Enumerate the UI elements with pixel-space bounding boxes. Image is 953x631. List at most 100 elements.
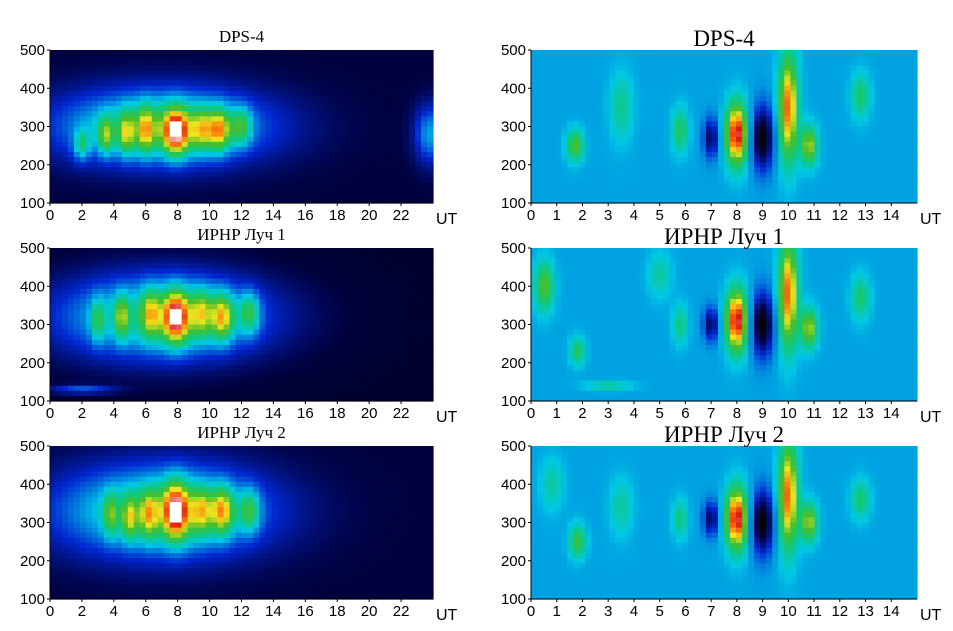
heatmap-cell [289, 324, 296, 331]
heatmap-cell [193, 380, 201, 387]
heatmap-cell [109, 75, 117, 82]
heatmap-cell [301, 258, 308, 264]
heatmap-cell [253, 344, 261, 351]
heatmap-cell [79, 126, 87, 133]
heatmap-cell [265, 258, 273, 264]
heatmap-cell [151, 106, 159, 112]
heatmap-cell [259, 339, 267, 346]
heatmap-cell [73, 136, 81, 143]
heatmap-cell [193, 126, 201, 133]
heatmap-cell [61, 299, 69, 305]
heatmap-cell [169, 563, 177, 569]
heatmap-cell [427, 55, 434, 61]
heatmap-cell [319, 288, 326, 295]
heatmap-cell [109, 304, 117, 310]
heatmap-cell [139, 197, 147, 204]
heatmap-cell [211, 334, 219, 341]
heatmap-cell [397, 187, 404, 194]
heatmap-cell [307, 355, 314, 361]
heatmap-cell [343, 395, 350, 402]
heatmap-cell [199, 50, 207, 56]
heatmap-cell [397, 167, 404, 173]
heatmap-cell [139, 542, 147, 549]
heatmap-cell [283, 55, 290, 61]
heatmap-cell [223, 80, 231, 87]
heatmap-cell [181, 390, 189, 397]
heatmap-cell [313, 116, 320, 122]
heatmap-cell [187, 273, 195, 280]
heatmap-cell [427, 85, 434, 92]
heatmap-cell [205, 380, 213, 387]
heatmap-cell [355, 157, 362, 163]
heatmap-cell [427, 365, 434, 371]
heatmap-cell [343, 375, 350, 382]
heatmap-cell [367, 375, 374, 382]
heatmap-cell [415, 288, 422, 295]
heatmap-cell [109, 486, 117, 493]
heatmap-cell [145, 95, 153, 102]
heatmap-cell [193, 461, 201, 467]
heatmap-cell [205, 288, 213, 295]
heatmap-cell [187, 293, 195, 300]
heatmap-cell [373, 253, 380, 259]
heatmap-cell [385, 370, 392, 377]
heatmap-cell [151, 248, 159, 254]
heatmap-cell [421, 319, 428, 326]
heatmap-cell [91, 319, 99, 326]
heatmap-cell [397, 268, 404, 275]
heatmap-cell [343, 80, 350, 87]
heatmap-cell [187, 324, 195, 331]
heatmap-cell [391, 258, 398, 264]
heatmap-cell [229, 55, 237, 61]
heatmap-cell [73, 486, 81, 493]
heatmap-cell [295, 283, 302, 290]
heatmap-cell [259, 542, 267, 549]
heatmap-cell [307, 152, 314, 158]
heatmap-cell [127, 365, 135, 371]
heatmap-cell [331, 65, 338, 71]
heatmap-cell [301, 172, 308, 179]
heatmap-cell [139, 548, 147, 554]
heatmap-cell [355, 278, 362, 285]
heatmap-cell [337, 50, 344, 56]
heatmap-cell [55, 141, 63, 148]
heatmap-cell [319, 167, 326, 173]
heatmap-cell [121, 578, 129, 585]
heatmap-cell [331, 380, 338, 387]
heatmap-cell [205, 390, 213, 397]
heatmap-cell [355, 95, 362, 102]
heatmap-cell [397, 197, 404, 204]
heatmap-cell [361, 334, 368, 341]
heatmap-cell [247, 360, 255, 366]
heatmap-cell [199, 197, 207, 204]
heatmap-cell [421, 80, 428, 87]
heatmap-cell [247, 563, 255, 569]
heatmap-cell [283, 365, 290, 371]
heatmap-cell [427, 80, 434, 87]
heatmap-cell [385, 329, 392, 336]
heatmap-cell [187, 573, 195, 580]
heatmap-cell [97, 101, 105, 107]
heatmap-cell [55, 542, 63, 549]
heatmap-cell [73, 390, 81, 397]
heatmap-cell [50, 299, 57, 305]
heatmap-cell [115, 583, 123, 590]
heatmap-cell [259, 152, 267, 158]
heatmap-cell [301, 334, 308, 341]
heatmap-cell [157, 192, 165, 199]
heatmap-cell [199, 548, 207, 554]
heatmap-cell [181, 152, 189, 158]
heatmap-cell [175, 365, 183, 371]
heatmap-cell [301, 187, 308, 194]
heatmap-cell [229, 329, 237, 336]
heatmap-cell [325, 85, 332, 92]
heatmap-cell [50, 355, 57, 361]
heatmap-cell [325, 55, 332, 61]
heatmap-cell [151, 121, 159, 128]
heatmap-cell [97, 502, 105, 508]
heatmap-cell [247, 522, 255, 529]
heatmap-cell [223, 344, 231, 351]
heatmap-cell [283, 111, 290, 117]
heatmap-cell [289, 116, 296, 122]
heatmap-cell [217, 491, 225, 498]
